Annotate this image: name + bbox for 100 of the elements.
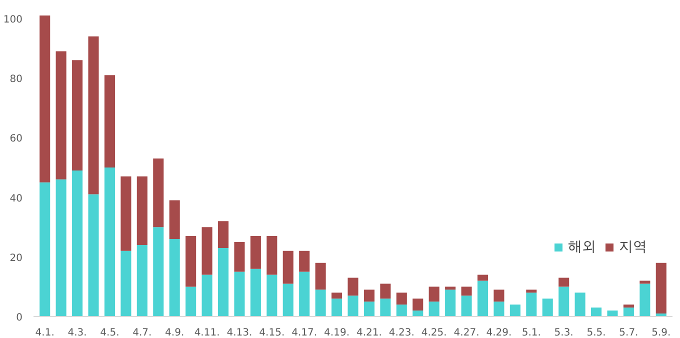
- x-tick-label: 5.5.: [586, 328, 606, 338]
- bar: [56, 179, 66, 316]
- bar: [56, 51, 66, 180]
- bar: [526, 290, 537, 293]
- bar: [218, 221, 229, 248]
- bar: [136, 244, 148, 316]
- x-tick-label: 4.3.: [68, 328, 87, 338]
- bar: [40, 182, 50, 316]
- bar: [299, 250, 310, 272]
- bar: [202, 227, 212, 275]
- bar: [202, 274, 212, 316]
- bar: [445, 290, 456, 316]
- bar: [282, 284, 294, 316]
- bar: [364, 290, 374, 302]
- bar: [640, 280, 650, 284]
- bar: [428, 302, 440, 316]
- bar: [526, 292, 537, 316]
- x-tick-label: 4.21.: [356, 328, 382, 338]
- bar: [72, 170, 83, 316]
- bar: [186, 286, 196, 316]
- x-tick-label: 5.9.: [652, 328, 671, 338]
- x-tick-label: 4.1.: [35, 328, 54, 338]
- bar: [477, 274, 488, 281]
- bar: [396, 304, 407, 316]
- x-tick-label: 4.27.: [454, 328, 480, 338]
- y-tick-label: 100: [3, 14, 23, 26]
- bar: [558, 278, 570, 287]
- bar: [364, 302, 374, 316]
- bar: [88, 36, 99, 194]
- bar: [120, 176, 132, 251]
- y-tick-label: 60: [10, 134, 23, 145]
- bar: [348, 278, 358, 296]
- x-tick-label: 4.5.: [100, 328, 120, 338]
- bar: [396, 292, 407, 305]
- bar: [591, 308, 602, 316]
- bar: [412, 298, 424, 311]
- y-tick-label: 20: [10, 252, 23, 264]
- x-tick-label: 4.17.: [292, 328, 318, 338]
- x-tick-label: 4.7.: [132, 328, 152, 338]
- legend-label: 지역: [619, 238, 647, 256]
- bar: [510, 304, 520, 316]
- bar: [315, 290, 326, 316]
- x-tick-label: 5.1.: [522, 328, 541, 338]
- bar: [315, 262, 326, 290]
- bar: [104, 167, 115, 316]
- bar: [445, 286, 456, 290]
- bar: [332, 298, 342, 316]
- bar: [348, 296, 358, 316]
- x-tick-label: 4.29.: [486, 328, 512, 338]
- bar: [428, 286, 440, 302]
- bar: [640, 284, 650, 316]
- bar: [186, 236, 196, 287]
- y-tick-label: 40: [10, 193, 23, 204]
- bar: [461, 286, 472, 296]
- bar: [558, 286, 570, 316]
- x-tick-label: 4.11.: [194, 328, 220, 338]
- bar: [234, 272, 245, 316]
- bar: [542, 298, 553, 316]
- bar: [380, 284, 391, 299]
- x-tick-label: 4.13.: [226, 328, 252, 338]
- bar: [104, 75, 115, 168]
- bar: [136, 176, 148, 245]
- bar: [461, 296, 472, 316]
- bar: [250, 236, 261, 269]
- x-tick-label: 5.7.: [619, 328, 638, 338]
- bar: [656, 262, 666, 314]
- bar: [40, 15, 50, 182]
- bar: [412, 310, 424, 316]
- bar: [332, 292, 342, 299]
- x-tick-label: 4.25.: [421, 328, 447, 338]
- bar: [477, 280, 488, 316]
- bar: [494, 302, 504, 316]
- bar: [282, 250, 294, 284]
- x-tick-label: 4.19.: [324, 328, 350, 338]
- legend-label: 해외: [568, 238, 596, 256]
- bar: [234, 242, 245, 272]
- bar: [299, 272, 310, 316]
- bar: [153, 227, 164, 316]
- bar: [607, 310, 618, 316]
- x-tick-label: 5.3.: [554, 328, 574, 338]
- bar: [153, 158, 164, 228]
- y-tick-label: 80: [10, 74, 23, 86]
- bar: [218, 248, 229, 316]
- bar: [250, 268, 261, 316]
- bar: [623, 308, 634, 316]
- bar: [266, 274, 278, 316]
- bar: [120, 250, 132, 316]
- bar: [88, 194, 99, 316]
- bar: [169, 200, 180, 240]
- y-tick-label: 0: [16, 312, 23, 324]
- bar: [72, 60, 83, 170]
- bar: [169, 239, 180, 316]
- bar: [574, 292, 586, 316]
- bar: [380, 298, 391, 316]
- bar: [494, 290, 504, 302]
- x-tick-label: 4.23.: [388, 328, 414, 338]
- x-tick-label: 4.15.: [259, 328, 285, 338]
- x-tick-label: 4.9.: [165, 328, 184, 338]
- bar: [266, 236, 278, 275]
- bar: [623, 304, 634, 308]
